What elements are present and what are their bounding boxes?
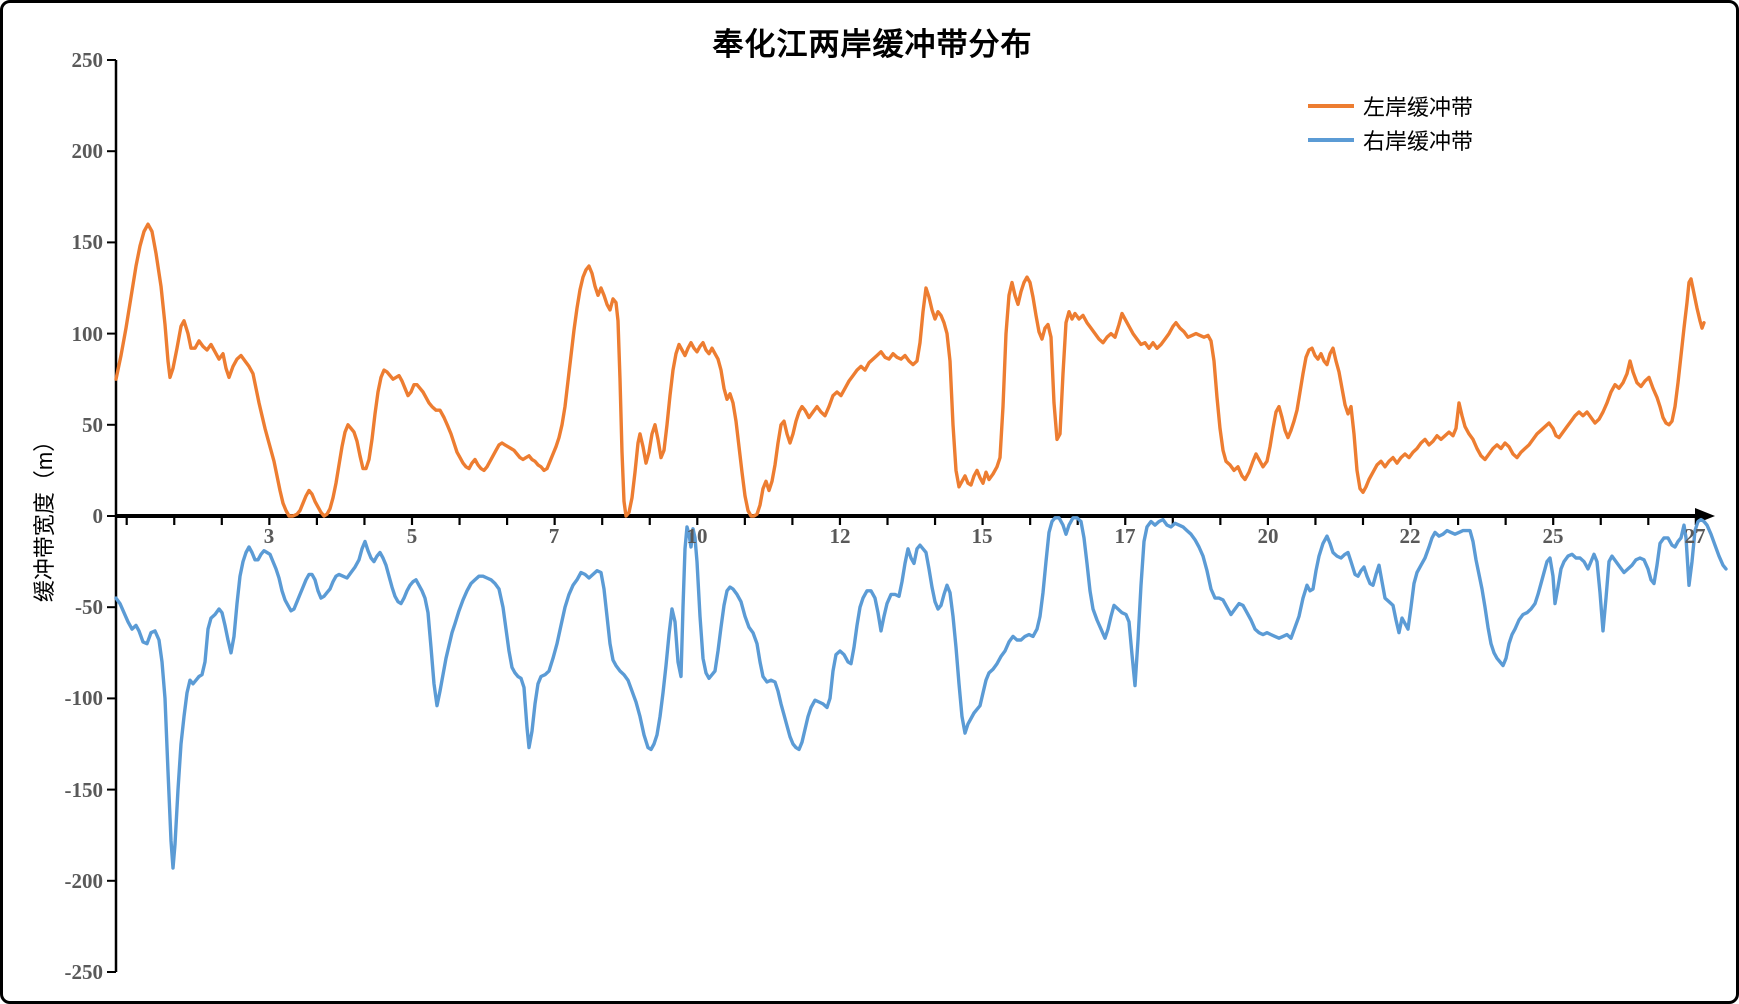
legend: 左岸缓冲带 右岸缓冲带 — [1308, 89, 1473, 157]
right-bank-legend-label: 右岸缓冲带 — [1363, 129, 1474, 154]
y-tick-label: -200 — [64, 868, 104, 893]
x-tick-label: 12 — [829, 524, 851, 548]
plot-area — [107, 59, 1728, 973]
x-tick-label: 17 — [1114, 524, 1136, 548]
right-bank-series-line — [114, 516, 1728, 870]
x-tick-label: 3 — [263, 524, 275, 548]
left-bank-line-swatch-icon — [1308, 104, 1354, 108]
y-tick-label: 0 — [92, 504, 104, 528]
x-tick-label: 7 — [548, 524, 560, 548]
x-tick-label: 27 — [1684, 524, 1706, 548]
chart-title: 奉化江两岸缓冲带分布 — [712, 27, 1033, 62]
x-tick-label: 15 — [971, 524, 993, 548]
legend-item-right-bank: 右岸缓冲带 — [1308, 123, 1473, 157]
legend-item-left-bank: 左岸缓冲带 — [1308, 89, 1473, 123]
x-tick-label: 5 — [406, 524, 418, 548]
y-tick-label: -50 — [75, 595, 103, 620]
x-tick-label: 10 — [686, 524, 708, 548]
left-bank-legend-label: 左岸缓冲带 — [1363, 95, 1474, 120]
y-tick-label: 100 — [71, 321, 104, 346]
y-tick-label: 150 — [71, 230, 104, 255]
x-tick-label: 20 — [1257, 524, 1279, 548]
y-tick-label: -250 — [64, 960, 104, 984]
y-tick-label: -100 — [64, 686, 104, 711]
x-tick-label: 25 — [1542, 524, 1564, 548]
y-tick-label: 200 — [71, 139, 104, 164]
y-tick-label: 50 — [82, 412, 103, 437]
right-bank-line-swatch-icon — [1308, 138, 1354, 142]
y-tick-label: -150 — [64, 777, 104, 802]
y-tick-label: 250 — [71, 48, 104, 72]
x-tick-label: 22 — [1399, 524, 1421, 548]
left-bank-series-line — [114, 222, 1706, 518]
